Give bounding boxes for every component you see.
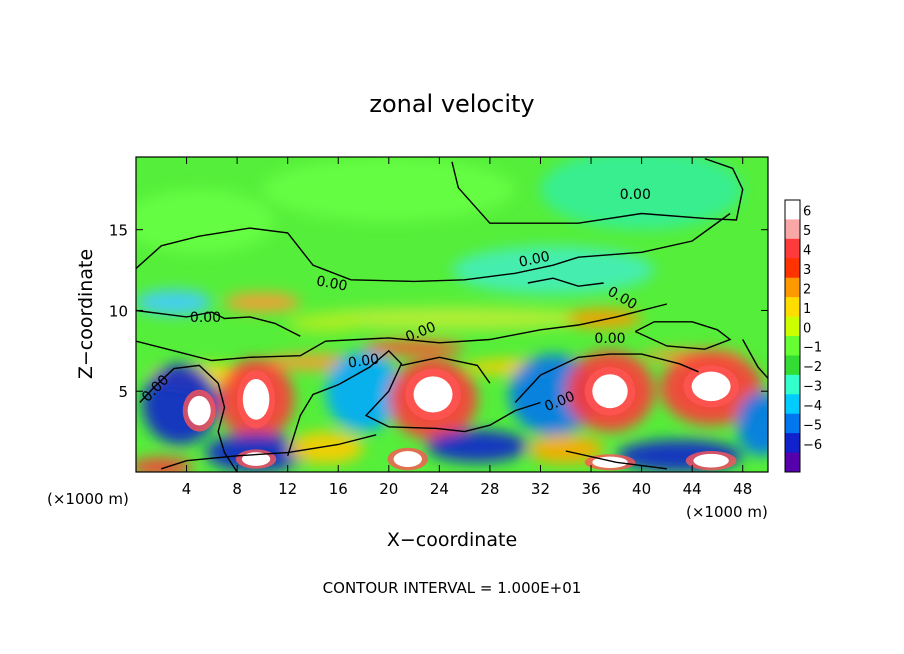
colorbar-swatch <box>785 374 800 395</box>
x-tick-label: 24 <box>430 480 449 498</box>
field-patch <box>136 189 276 254</box>
field-patch <box>262 157 516 222</box>
zero-contour <box>139 364 238 472</box>
field-patch <box>224 292 301 313</box>
field-patch <box>136 457 193 472</box>
zero-contour <box>527 277 604 287</box>
y-tick-label: 15 <box>109 222 128 240</box>
colorbar-swatch <box>785 258 800 279</box>
colorbar-label: 0 <box>803 321 811 336</box>
x-unit-left: (×1000 m) <box>47 490 129 508</box>
colorbar-swatch <box>785 316 800 337</box>
colorbar-label: −1 <box>803 341 822 356</box>
zero-contour <box>742 339 768 379</box>
plot-frame <box>135 156 769 473</box>
field-patch <box>287 431 364 464</box>
y-axis-label: Z−coordinate <box>75 249 97 379</box>
colorbar-label: 2 <box>803 282 811 297</box>
colorbar-label: −4 <box>803 399 822 414</box>
contour-label: 0.00 <box>315 273 348 294</box>
field-max-core <box>592 374 628 409</box>
field-patch <box>300 307 604 330</box>
footer-contour-interval: CONTOUR INTERVAL = 1.000E+01 <box>323 579 582 597</box>
field-patch <box>287 313 364 334</box>
x-tick-label: 48 <box>733 480 752 498</box>
colorbar-frame <box>784 199 801 473</box>
plot-area <box>136 157 768 472</box>
y-tick-label: 10 <box>109 302 128 320</box>
x-tick-label: 36 <box>581 480 600 498</box>
colorbar-label: 6 <box>803 205 811 220</box>
field-patch <box>527 434 604 464</box>
colorbar-swatch <box>785 297 800 318</box>
colorbar-label: −5 <box>803 418 822 433</box>
zero-contour <box>161 434 377 470</box>
colorbar-label: 3 <box>803 263 811 278</box>
colorbar-swatch <box>785 394 800 415</box>
field-max-core <box>413 376 453 413</box>
field-max-core <box>691 371 731 402</box>
zero-contour <box>634 321 732 350</box>
colorbar: 6 5 4 3 2 1 0 −1 −2 −3 −4 −5 −6 <box>784 199 822 473</box>
field-max-core <box>187 395 211 426</box>
chart-title: zonal velocity <box>369 90 534 118</box>
colorbar-label: 5 <box>803 224 811 239</box>
contour-label: 0.00 <box>347 351 380 371</box>
x-unit-right: (×1000 m) <box>686 503 768 521</box>
field-patch <box>136 289 212 316</box>
field-patch <box>452 245 655 295</box>
field-patch <box>540 157 743 230</box>
colorbar-label: 1 <box>803 302 811 317</box>
field-patch <box>426 430 528 463</box>
colorbar-label: 4 <box>803 244 811 259</box>
field-max-core <box>242 378 270 420</box>
x-tick-label: 28 <box>480 480 499 498</box>
x-tick-label: 40 <box>632 480 651 498</box>
colorbar-swatch <box>785 219 800 240</box>
zero-contour <box>451 157 744 224</box>
colorbar-swatch <box>785 413 800 434</box>
field-max-core <box>393 451 422 467</box>
colorbar-swatch <box>785 238 800 259</box>
x-tick-label: 20 <box>379 480 398 498</box>
colorbar-swatch <box>785 277 800 298</box>
x-axis-label: X−coordinate <box>387 529 517 551</box>
zero-contour <box>401 356 491 384</box>
contour-label: 0.00 <box>517 249 551 271</box>
field-patch <box>325 350 402 432</box>
zero-contour <box>514 353 699 403</box>
colorbar-label: −2 <box>803 360 822 375</box>
colorbar-swatch <box>785 452 800 473</box>
contour-label: 0.00 <box>620 187 651 203</box>
zero-contour <box>136 303 668 362</box>
y-tick-label: 5 <box>118 383 128 401</box>
colorbar-swatch <box>785 200 800 220</box>
colorbar-swatch <box>785 355 800 376</box>
x-tick-label: 12 <box>278 480 297 498</box>
zero-contour <box>565 450 667 470</box>
x-tick-label: 8 <box>232 480 242 498</box>
contour-label: 0.00 <box>190 310 221 326</box>
zero-contour <box>136 309 301 337</box>
zero-contour <box>287 349 541 457</box>
x-tick-label: 16 <box>329 480 348 498</box>
field-patch <box>736 391 768 456</box>
field-max-core <box>693 453 729 468</box>
colorbar-label: −6 <box>803 438 822 453</box>
contour-label: 0.00 <box>594 331 625 347</box>
x-tick-label: 44 <box>683 480 702 498</box>
x-tick-label: 4 <box>182 480 192 498</box>
colorbar-label: −3 <box>803 380 822 395</box>
x-tick-label: 32 <box>531 480 550 498</box>
colorbar-swatch <box>785 433 800 454</box>
colorbar-swatch <box>785 336 800 356</box>
zero-contour <box>136 212 731 283</box>
